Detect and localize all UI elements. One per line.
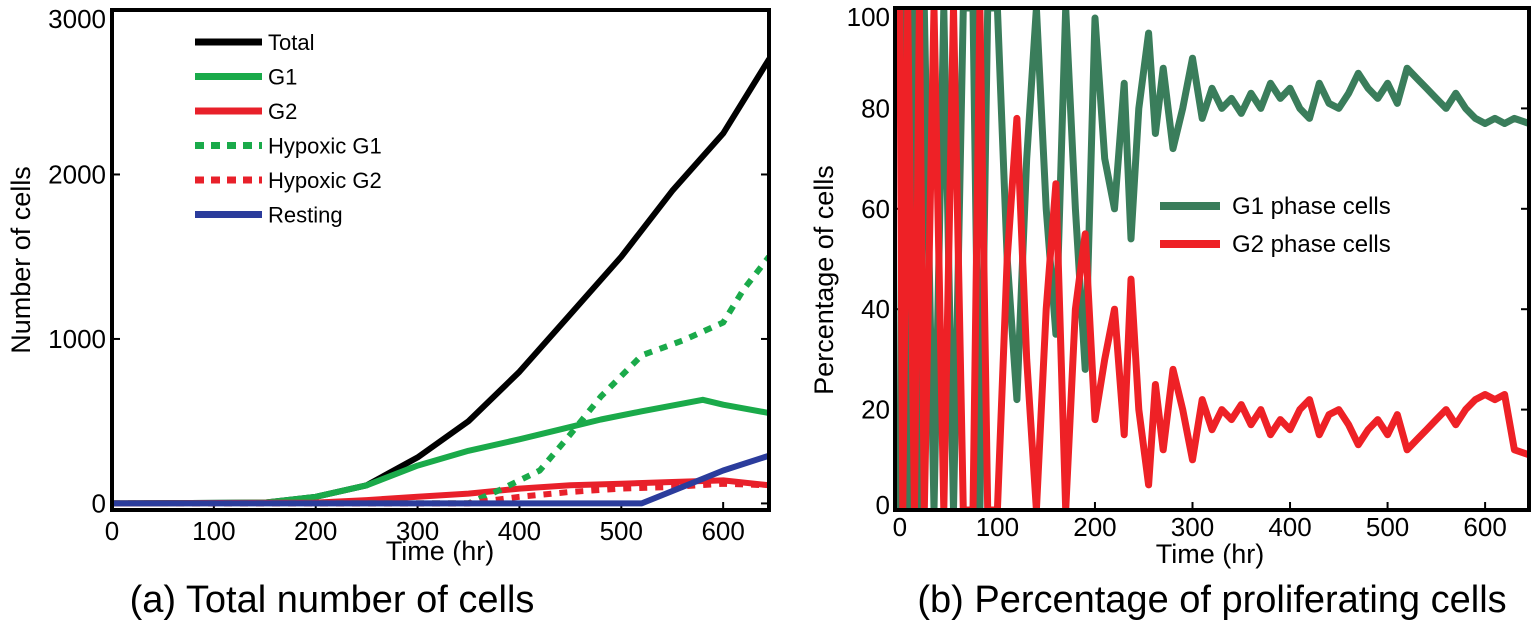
panel-a-caption: (a) Total number of cells xyxy=(130,579,535,621)
legend-label: G2 phase cells xyxy=(1232,231,1391,258)
legend-label: Hypoxic G1 xyxy=(268,134,382,159)
x-tick-label: 400 xyxy=(1268,512,1311,542)
y-tick-label: 0 xyxy=(92,488,106,518)
panel-b: 0 100 200 300 400 500 600 0 20 40 60 80 100 G1 phase… xyxy=(809,2,1531,621)
panel-a-y-label: Number of cells xyxy=(6,166,36,354)
panel-b-caption: (b) Percentage of proliferating cells xyxy=(917,579,1506,621)
y-tick-label: 40 xyxy=(861,294,890,324)
x-tick-label: 200 xyxy=(1073,512,1116,542)
y-tick-label: 80 xyxy=(861,93,890,123)
x-tick-label: 500 xyxy=(600,516,643,546)
y-tick-label: 20 xyxy=(861,395,890,425)
x-tick-label: 600 xyxy=(701,516,744,546)
panel-a-legend: Total G1 G2 Hypoxic G1 Hypoxic G2 Resting xyxy=(195,30,382,228)
panel-b-tick-labels: 0 100 200 300 400 500 600 0 20 40 60 80 100 xyxy=(847,2,1507,542)
x-tick-label: 500 xyxy=(1366,512,1409,542)
legend-label: G2 xyxy=(268,99,297,124)
x-tick-label: 0 xyxy=(893,512,907,542)
series-line-resting xyxy=(112,452,769,507)
y-tick-label: 2000 xyxy=(48,159,106,189)
panel-b-x-label: Time (hr) xyxy=(1156,539,1265,569)
series-line-hypoxic-g1 xyxy=(112,254,769,507)
x-tick-label: 0 xyxy=(105,516,119,546)
x-tick-label: 400 xyxy=(498,516,541,546)
series-line-hypoxic-g2 xyxy=(112,480,769,507)
panel-b-frame xyxy=(893,6,1531,512)
legend-label: G1 xyxy=(268,65,297,90)
y-tick-label: 1000 xyxy=(48,324,106,354)
y-tick-label: 0 xyxy=(876,490,890,520)
legend-label: Resting xyxy=(268,203,343,228)
x-tick-label: 200 xyxy=(294,516,337,546)
panel-a-x-label: Time (hr) xyxy=(386,536,495,566)
x-tick-label: 100 xyxy=(976,512,1019,542)
x-tick-label: 600 xyxy=(1463,512,1506,542)
series-line-g2-phase-cells xyxy=(896,8,1529,510)
panel-b-y-label: Percentage of cells xyxy=(809,165,839,395)
y-tick-label: 60 xyxy=(861,194,890,224)
panel-b-series xyxy=(896,8,1529,510)
legend-label: Hypoxic G2 xyxy=(268,168,382,193)
series-line-g1-phase-cells xyxy=(896,8,1529,510)
panel-b-legend: G1 phase cells G2 phase cells xyxy=(1160,193,1391,258)
x-tick-label: 100 xyxy=(192,516,235,546)
series-line-total xyxy=(112,56,769,507)
x-tick-label: 300 xyxy=(1171,512,1214,542)
panel-a-ticks xyxy=(111,9,769,510)
y-tick-label: 100 xyxy=(847,2,890,32)
panel-b-ticks xyxy=(895,7,1529,511)
legend-label: G1 phase cells xyxy=(1232,193,1391,220)
panel-a-tick-labels: 0 100 200 300 400 500 600 0 1000 2000 3000 xyxy=(48,4,745,546)
y-tick-label: 3000 xyxy=(48,4,106,34)
legend-label: Total xyxy=(268,30,314,55)
x-tick-label: 300 xyxy=(396,516,439,546)
panel-a-series xyxy=(112,56,769,507)
panel-a-frame xyxy=(110,8,771,512)
panel-a: 0 100 200 300 400 500 600 0 1000 2000 3000 Total G1… xyxy=(6,4,771,621)
series-line-g1 xyxy=(112,396,769,507)
